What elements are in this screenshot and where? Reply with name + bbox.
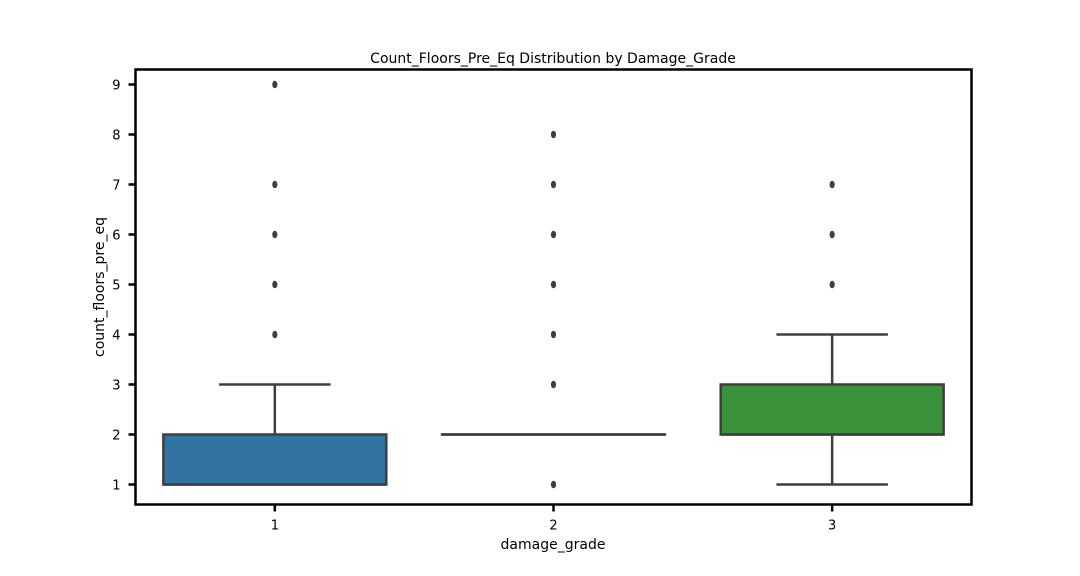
y-tick-label: 5 [112,279,120,294]
y-tick-label: 4 [112,329,120,344]
y-tick-label: 9 [112,79,120,94]
x-tick-label: 1 [271,519,279,534]
x-tick-label: 3 [828,519,836,534]
plot-area [162,80,945,489]
outlier-point [829,180,835,189]
y-tick-label: 7 [112,179,120,194]
y-axis-label: count_floors_pre_eq [92,217,108,357]
outlier-point [272,180,278,189]
box-iqr [719,383,945,436]
outlier-point [829,230,835,239]
outlier-point [550,380,557,389]
box-group-1 [162,80,388,486]
outlier-point [272,280,278,289]
chart-title: Count_Floors_Pre_Eq Distribution by Dama… [370,51,736,67]
outlier-point [550,230,557,239]
outlier-point [829,280,835,289]
outlier-point [272,330,278,339]
outlier-point [272,80,278,89]
outlier-point [550,180,557,189]
y-tick-label: 6 [112,229,120,244]
outlier-point [550,130,557,139]
outlier-point [550,280,557,289]
y-tick-label: 3 [112,379,120,394]
y-tick-label: 2 [112,429,120,444]
box-iqr [162,433,388,486]
outlier-point [550,480,557,489]
x-axis-label: damage_grade [501,537,606,553]
box-group-2 [440,130,667,489]
outlier-point [550,330,557,339]
outlier-point [272,230,278,239]
y-tick-label: 1 [112,479,120,494]
y-tick-label: 8 [112,129,120,144]
box-group-3 [719,180,945,486]
x-tick-label: 2 [549,519,557,534]
